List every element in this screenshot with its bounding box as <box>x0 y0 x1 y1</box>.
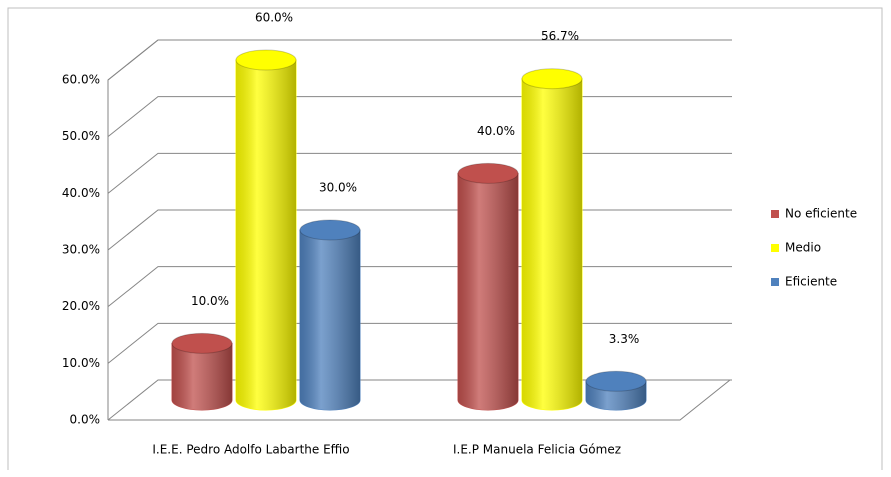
data-label: 60.0% <box>255 11 293 25</box>
grid-line <box>107 152 732 194</box>
legend-swatch <box>771 244 779 252</box>
bar-top <box>585 370 647 392</box>
legend-swatch <box>771 278 779 286</box>
bar <box>235 49 297 411</box>
data-label: 40.0% <box>477 124 515 138</box>
y-tick-label: 40.0% <box>62 186 100 200</box>
x-tick-label: I.E.E. Pedro Adolfo Labarthe Effio <box>152 443 349 457</box>
bar-shade <box>172 343 232 410</box>
bar <box>457 162 519 411</box>
x-tick-label: I.E.P Manuela Felicia Gómez <box>453 443 621 457</box>
legend-label: Eficiente <box>785 275 837 289</box>
bar-shade <box>236 60 296 410</box>
y-tick-label: 10.0% <box>62 356 100 370</box>
grid-line <box>107 39 732 81</box>
floor <box>108 379 731 421</box>
bar <box>521 68 583 411</box>
legend-label: Medio <box>785 241 821 255</box>
legend-label: No eficiente <box>785 207 857 221</box>
bar-top <box>457 162 519 184</box>
bar <box>299 219 361 411</box>
y-tick-label: 60.0% <box>62 73 100 87</box>
y-tick-label: 50.0% <box>62 129 100 143</box>
data-label: 10.0% <box>191 294 229 308</box>
grid-line <box>107 209 732 251</box>
bar-top <box>299 219 361 241</box>
chart-border <box>7 7 883 470</box>
bar-top <box>521 68 583 90</box>
bar-top <box>171 332 233 354</box>
y-tick-label: 0.0% <box>70 413 101 427</box>
bar-shade <box>522 78 582 410</box>
y-tick-label: 20.0% <box>62 299 100 313</box>
legend-swatch <box>771 210 779 218</box>
bar-shade <box>300 230 360 410</box>
bar-top <box>235 49 297 71</box>
y-tick-label: 30.0% <box>62 243 100 257</box>
bar <box>585 370 647 411</box>
data-label: 56.7% <box>541 29 579 43</box>
grid-line <box>107 96 732 138</box>
data-label: 3.3% <box>609 332 640 346</box>
bar-shade <box>458 173 518 410</box>
bar <box>171 332 233 411</box>
data-label: 30.0% <box>319 181 357 195</box>
